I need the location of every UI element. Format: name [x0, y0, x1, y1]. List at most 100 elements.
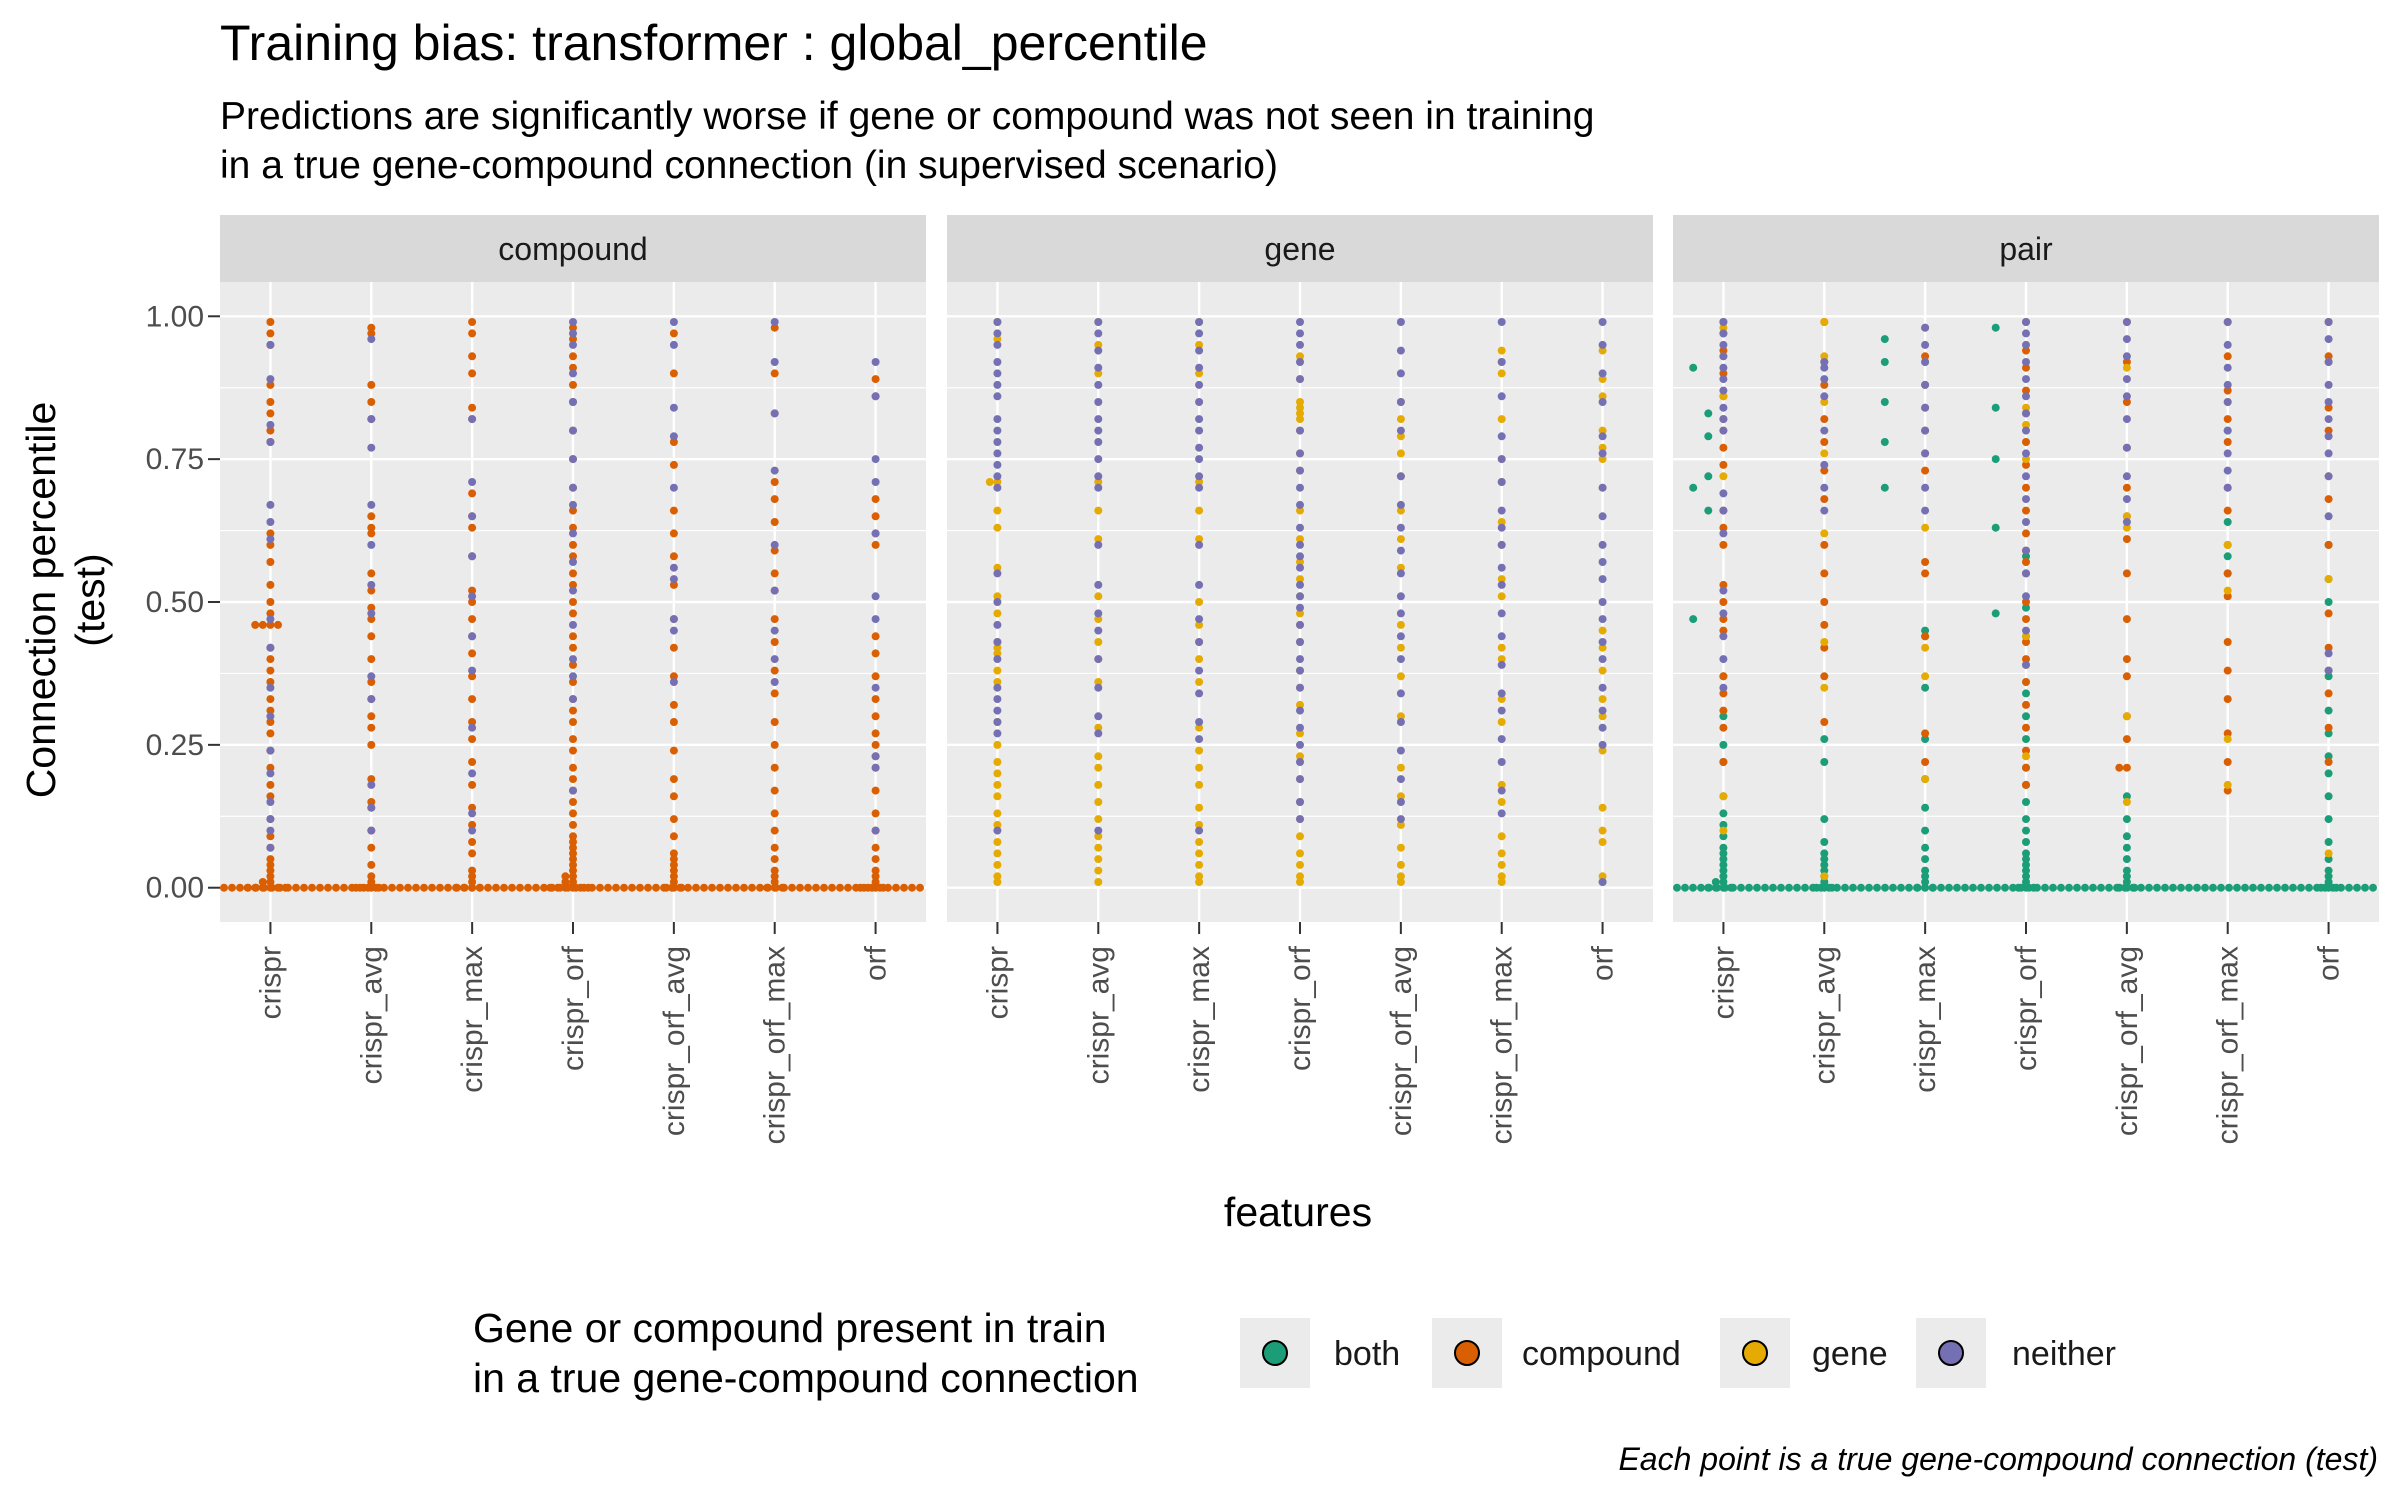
data-point [364, 883, 372, 892]
data-point [1296, 523, 1304, 532]
data-point [1195, 763, 1204, 772]
data-point [1820, 849, 1829, 858]
data-point [1195, 380, 1204, 389]
data-point [2022, 866, 2030, 875]
data-point [1396, 775, 1405, 784]
data-point [1094, 340, 1103, 349]
data-point [770, 586, 779, 595]
data-point [468, 478, 477, 486]
data-point [2022, 655, 2030, 664]
data-point [770, 678, 779, 686]
data-point [2022, 386, 2030, 395]
data-point [1991, 323, 2000, 332]
data-point [1195, 455, 1204, 464]
data-point [569, 786, 577, 795]
data-point [266, 798, 275, 806]
data-point [2223, 352, 2232, 361]
x-tick-label: crispr_max [456, 946, 489, 1093]
data-point [2324, 792, 2333, 801]
legend-item-neither: neither [1916, 1318, 2116, 1388]
data-point [1296, 506, 1304, 515]
data-point [1598, 615, 1607, 624]
data-point [1296, 872, 1304, 881]
data-point [420, 883, 428, 892]
data-point [2257, 883, 2265, 892]
data-point [993, 460, 1002, 469]
data-point [2022, 638, 2030, 646]
data-point [1497, 706, 1506, 715]
data-point [1820, 483, 1829, 492]
data-point [1195, 655, 1204, 664]
data-point [2324, 878, 2333, 886]
x-tick-label: crispr [254, 946, 287, 1019]
data-point [1094, 855, 1103, 864]
data-point [1497, 415, 1506, 424]
data-point [1396, 426, 1405, 435]
data-point [871, 872, 880, 881]
data-point [1820, 860, 1829, 869]
data-point [266, 518, 275, 526]
data-point [367, 415, 376, 424]
data-point [1921, 643, 1930, 652]
data-point [2122, 398, 2131, 406]
data-point [669, 575, 678, 584]
data-point [266, 620, 275, 629]
data-point [669, 860, 678, 869]
facet-strip [1673, 215, 2379, 282]
data-point [770, 358, 779, 366]
data-point [1921, 426, 1930, 435]
x-tick-label: orf [1587, 945, 1620, 981]
data-point [468, 769, 477, 778]
data-point [2022, 472, 2030, 481]
data-point [2324, 649, 2333, 658]
data-point [628, 883, 636, 892]
data-point [652, 883, 660, 892]
data-point [1296, 798, 1304, 806]
data-point [2324, 752, 2333, 761]
data-point [770, 495, 779, 504]
data-point [388, 883, 396, 892]
data-point [2122, 872, 2131, 881]
data-point [569, 763, 577, 772]
data-point [2324, 335, 2333, 344]
data-point [2022, 455, 2030, 464]
facet-strip [220, 215, 926, 282]
data-point [993, 340, 1002, 349]
data-point [1719, 426, 1728, 435]
data-point [1195, 478, 1204, 486]
data-point [1598, 826, 1607, 835]
data-point [1195, 735, 1204, 744]
data-point [1719, 672, 1728, 681]
data-point [1880, 358, 1889, 366]
data-point [468, 695, 477, 704]
data-point [1719, 826, 1728, 835]
data-point [2122, 569, 2131, 578]
data-point [669, 529, 678, 538]
data-point [1396, 620, 1405, 629]
data-point [1195, 598, 1204, 606]
data-point [1296, 729, 1304, 738]
data-point [1094, 455, 1103, 464]
data-point [468, 883, 476, 892]
data-point [460, 883, 468, 892]
data-point [993, 649, 1002, 658]
data-point [732, 883, 740, 892]
data-point [2324, 706, 2333, 715]
data-point [1396, 318, 1405, 326]
data-point [1094, 723, 1103, 732]
data-point [1719, 415, 1728, 424]
data-point [367, 775, 376, 784]
legend-key-gene [1742, 1340, 1768, 1366]
data-point [1296, 609, 1304, 618]
data-point [708, 883, 716, 892]
data-point [2022, 438, 2030, 446]
data-point [1921, 758, 1930, 766]
data-point [2324, 472, 2333, 481]
x-tick-label: crispr_orf_avg [658, 946, 691, 1136]
data-point [266, 500, 275, 509]
data-point [804, 883, 812, 892]
data-point [1396, 763, 1405, 772]
data-point [367, 632, 376, 641]
data-point [1921, 403, 1930, 412]
data-point [569, 695, 577, 704]
